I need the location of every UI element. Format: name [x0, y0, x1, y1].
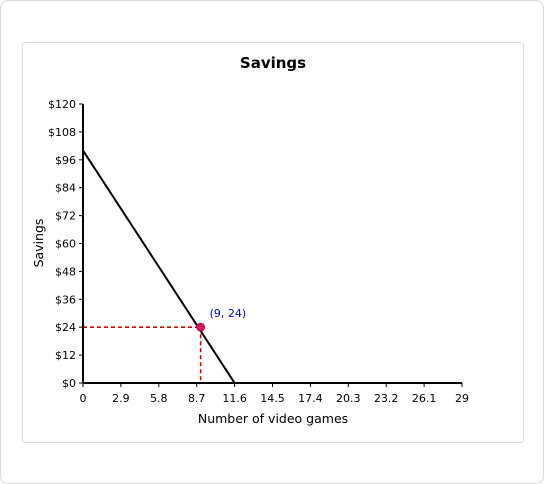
y-tick-label: $108	[48, 126, 76, 139]
x-tick-label: 20.3	[336, 392, 361, 405]
y-axis-label: Savings	[31, 219, 46, 268]
series-lines	[82, 149, 236, 384]
chart-card: Savings 0 2.9 5.8 8.7 11.6 14.5 17.4 20.3 23.2 26…	[22, 42, 524, 443]
x-tick-label: 17.4	[298, 392, 323, 405]
y-tick-label: $36	[55, 293, 76, 306]
y-tick-label: $0	[62, 377, 76, 390]
x-axis-label: Number of video games	[198, 411, 348, 426]
chart-title: Savings	[240, 54, 306, 72]
savings-chart: Savings 0 2.9 5.8 8.7 11.6 14.5 17.4 20.3 23.2 26…	[31, 54, 469, 426]
x-tick-label: 26.1	[412, 392, 437, 405]
highlight-points: (9, 24)	[196, 307, 247, 332]
x-tick-label: 14.5	[260, 392, 285, 405]
y-tick-labels: $0 $12 $24 $36 $48 $60 $72 $84 $96 $108 $120	[48, 98, 83, 390]
highlight-point-label: (9, 24)	[210, 307, 247, 320]
x-tick-label: 11.6	[222, 392, 247, 405]
y-tick-label: $60	[55, 238, 76, 251]
x-tick-label: 8.7	[188, 392, 206, 405]
y-tick-label: $120	[48, 98, 76, 111]
axes	[82, 104, 462, 384]
y-tick-label: $48	[55, 265, 76, 278]
y-tick-label: $12	[55, 349, 76, 362]
x-tick-label: 5.8	[150, 392, 168, 405]
x-tick-label: 0	[80, 392, 87, 405]
y-tick-label: $24	[55, 321, 76, 334]
highlight-point	[196, 322, 206, 332]
y-tick-label: $72	[55, 210, 76, 223]
x-tick-label: 29	[455, 392, 469, 405]
y-tick-label: $96	[55, 154, 76, 167]
x-tick-labels: 0 2.9 5.8 8.7 11.6 14.5 17.4 20.3 23.2 26.1 29	[80, 383, 469, 405]
savings-line	[82, 149, 236, 384]
x-tick-label: 2.9	[112, 392, 129, 405]
guide-lines	[83, 326, 202, 383]
x-tick-label: 23.2	[374, 392, 399, 405]
y-tick-label: $84	[55, 182, 76, 195]
